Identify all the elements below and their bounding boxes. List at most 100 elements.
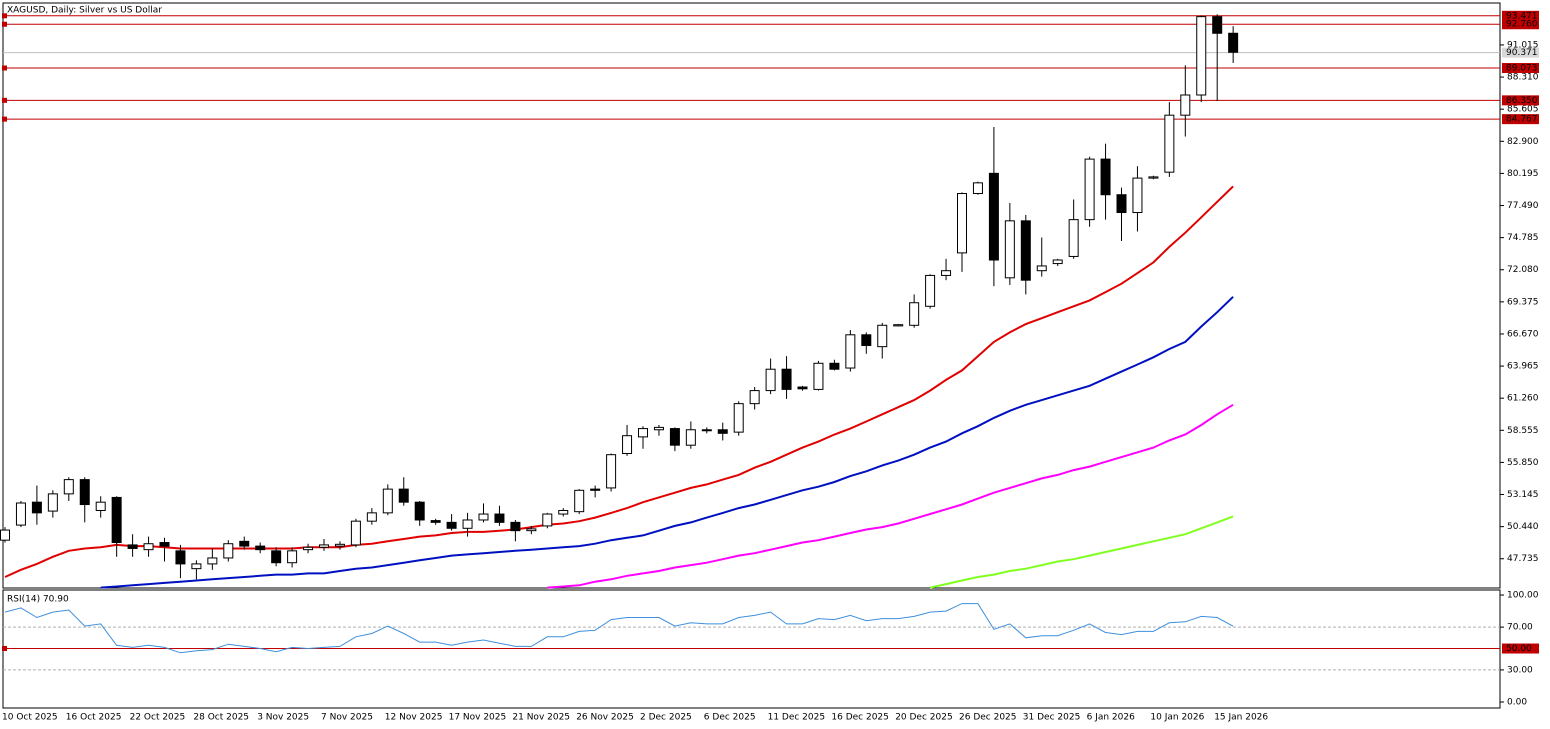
candle-body [478, 513, 489, 521]
y-tick-label: 70.00 [1507, 623, 1533, 633]
y-tick-label: 0.00 [1507, 698, 1527, 708]
level-marker [2, 21, 7, 27]
rsi-level-tag [1502, 643, 1539, 654]
y-tick-label: 82.900 [1507, 137, 1539, 147]
x-tick-label: 2 Dec 2025 [640, 713, 692, 723]
candle-body [462, 519, 473, 529]
x-tick-label: 7 Nov 2025 [321, 713, 373, 723]
level-label: 84.767 [1506, 115, 1538, 125]
current-price-label: 90.371 [1506, 48, 1538, 58]
candle-body [558, 509, 569, 515]
level-tag [1502, 95, 1539, 106]
y-tick-label: 58.555 [1507, 426, 1539, 436]
level-marker [2, 116, 7, 122]
candle-body [861, 334, 872, 346]
candle-body [590, 488, 601, 491]
candle-body [223, 543, 234, 559]
candle-body [813, 362, 824, 390]
level-marker [2, 65, 7, 71]
candle-body [350, 520, 361, 546]
x-tick-label: 17 Nov 2025 [449, 713, 507, 723]
candle-body [1068, 219, 1079, 257]
candle-body [271, 550, 282, 564]
rsi-line [4, 603, 1234, 654]
y-tick-label: 30.00 [1507, 665, 1533, 675]
y-tick-label: 72.080 [1507, 265, 1539, 275]
candle-body [829, 362, 840, 370]
candle-body [63, 479, 74, 495]
level-label: 93.471 [1506, 11, 1538, 21]
x-tick-label: 16 Oct 2025 [66, 713, 122, 723]
y-tick-label: 50.440 [1507, 522, 1539, 532]
candle-body [47, 493, 58, 512]
rsi-title: RSI(14) 70.90 [7, 595, 69, 605]
rsi-level-marker [2, 646, 7, 652]
chart-title: XAGUSD, Daily: Silver vs US Dollar [7, 6, 162, 16]
candle-body [31, 501, 42, 514]
x-tick-label: 11 Dec 2025 [768, 713, 826, 723]
x-tick-label: 22 Oct 2025 [130, 713, 186, 723]
candle-body [1196, 16, 1207, 96]
x-tick-label: 16 Dec 2025 [831, 713, 889, 723]
x-tick-label: 10 Oct 2025 [2, 713, 58, 723]
x-tick-label: 20 Dec 2025 [895, 713, 953, 723]
candle-body [15, 502, 26, 526]
level-tag [1502, 19, 1539, 30]
moving-average [547, 403, 1234, 589]
candle-body [1100, 158, 1111, 196]
candle-body [988, 172, 999, 261]
y-tick-label: 63.965 [1507, 362, 1539, 372]
candle-body [510, 521, 521, 532]
rsi-level-label: 50.00 [1506, 644, 1532, 654]
candle-body [574, 489, 585, 513]
candle-body [319, 544, 329, 548]
level-tag [1502, 63, 1539, 74]
candle-body [1084, 158, 1095, 221]
y-tick-label: 88.310 [1507, 73, 1539, 83]
y-tick-label: 74.785 [1507, 233, 1539, 243]
candle-body [781, 368, 792, 390]
y-tick-label: 47.735 [1507, 554, 1539, 564]
level-label: 86.350 [1506, 96, 1538, 106]
x-tick-label: 6 Jan 2026 [1087, 713, 1135, 723]
candle-body [239, 540, 250, 547]
candle-body [733, 403, 744, 433]
candle-body [797, 386, 808, 390]
x-tick-label: 28 Oct 2025 [193, 713, 249, 723]
candle-body [414, 501, 425, 521]
candle-body [303, 546, 314, 551]
y-tick-label: 61.260 [1507, 394, 1539, 404]
y-tick-label: 85.605 [1507, 105, 1539, 115]
candle-body [1036, 265, 1047, 272]
candle-body [255, 545, 266, 551]
level-marker [2, 13, 7, 19]
level-label: 92.760 [1506, 20, 1538, 30]
level-label: 89.073 [1506, 64, 1538, 74]
candle-body [526, 528, 537, 532]
candle-body [366, 512, 377, 522]
candle-body [111, 496, 122, 544]
candle-body [909, 302, 920, 326]
x-tick-label: 6 Dec 2025 [704, 713, 756, 723]
candle-body [1148, 176, 1159, 179]
level-tag [1502, 114, 1539, 125]
candle-body [207, 557, 218, 565]
x-tick-label: 21 Nov 2025 [512, 713, 570, 723]
x-tick-label: 15 Jan 2026 [1214, 713, 1268, 723]
candle-body [877, 324, 888, 348]
x-tick-label: 31 Dec 2025 [1023, 713, 1081, 723]
y-tick-label: 100.00 [1507, 591, 1539, 601]
candle-body [1180, 94, 1191, 116]
candle-body [1116, 194, 1127, 214]
level-tag [1502, 10, 1539, 21]
candle-body [1228, 32, 1239, 53]
candle-body [622, 435, 633, 455]
candle-body [382, 488, 393, 514]
candle-body [1164, 114, 1175, 173]
candle-body [430, 520, 441, 523]
candle-body [893, 324, 904, 327]
candle-body [1020, 220, 1031, 281]
candle-body [1212, 16, 1223, 34]
candle-body [972, 182, 983, 195]
